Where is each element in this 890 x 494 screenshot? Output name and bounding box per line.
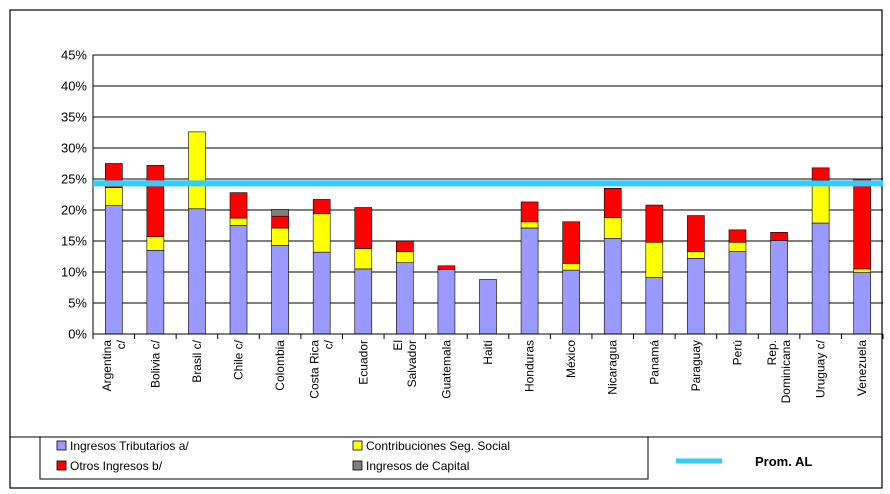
x-tick-label-nicaragua: Nicaragua (606, 340, 620, 395)
bar-chile-c-ingresos-tributarios-a (229, 225, 248, 335)
bar-colombia-contribuciones-seg-social (271, 227, 289, 246)
bar-argentina-c-contribuciones-seg-social (104, 187, 123, 206)
legend: Ingresos Tributarios a/ Contribuciones S… (39, 436, 649, 480)
bar-honduras-ingresos-tributarios-a (520, 227, 539, 335)
bar-el-salvador-ingresos-tributarios-a (396, 262, 414, 335)
y-tick-label: 10% (61, 265, 87, 280)
bar-ecuador-ingresos-tributarios-a (354, 268, 373, 335)
bar-honduras-contribuciones-seg-social (520, 221, 539, 229)
x-tick-label-haiti: Haití (481, 339, 495, 364)
bar-bolivia-c-otros-ingresos-b (146, 165, 165, 237)
bar-bolivia-c-contribuciones-seg-social (146, 236, 165, 251)
average-legend: Prom. AL (676, 454, 812, 469)
bar-honduras-otros-ingresos-b (520, 201, 539, 223)
bar-nicaragua-contribuciones-seg-social (603, 217, 622, 239)
bar-chile-c-contribuciones-seg-social (229, 217, 248, 226)
y-tick-label: 5% (68, 296, 87, 311)
y-tick-label: 45% (61, 48, 87, 63)
legend-label-ingresos-tributarios: Ingresos Tributarios a/ (70, 439, 189, 453)
bar-uruguay-c-contribuciones-seg-social (811, 179, 830, 224)
bar-costa-rica-c-ingresos-tributarios-a (312, 251, 331, 335)
bar-peru-ingresos-tributarios-a (728, 251, 747, 335)
y-tick-label: 20% (61, 203, 87, 218)
legend-label-otros-ingresos: Otros Ingresos b/ (70, 459, 163, 473)
bar-mexico-otros-ingresos-b (562, 221, 580, 264)
x-tick-label-venezuela: Venezuela (855, 340, 869, 396)
legend-label-ingresos-capital: Ingresos de Capital (366, 459, 469, 473)
y-tick-label: 35% (61, 110, 87, 125)
x-tick-label-el-salvador: ElSalvador (391, 340, 419, 387)
bar-colombia-ingresos-tributarios-a (271, 245, 289, 335)
plot-area: 0% 5% 10% 15% 20% 25% 30% 35% 40% 45% Argentinac/B… (61, 48, 884, 404)
x-tick-label-mexico: México (564, 340, 578, 378)
y-tick-label: 40% (61, 79, 87, 94)
bar-rep-dominicana-otros-ingresos-b (770, 232, 788, 241)
bar-nicaragua-ingresos-tributarios-a (603, 238, 622, 335)
bar-panama-ingresos-tributarios-a (645, 277, 664, 335)
bar-mexico-contribuciones-seg-social (562, 263, 580, 271)
bar-colombia-otros-ingresos-b (271, 215, 289, 229)
bar-haiti-ingresos-tributarios-a (479, 279, 497, 335)
average-legend-label: Prom. AL (755, 454, 812, 469)
bar-uruguay-c-ingresos-tributarios-a (811, 222, 830, 335)
x-tick-label-rep-dominicana: Rep.Dominicana (765, 340, 793, 404)
bar-paraguay-ingresos-tributarios-a (687, 258, 705, 335)
y-tick-label: 0% (68, 327, 87, 342)
bar-rep-dominicana-ingresos-tributarios-a (770, 240, 788, 335)
x-tick-label-costa-rica-c: Costa Ricac/ (308, 339, 336, 398)
x-tick-label-guatemala: Guatemala (439, 340, 453, 399)
bar-el-salvador-contribuciones-seg-social (396, 251, 414, 263)
bar-bolivia-c-ingresos-tributarios-a (146, 250, 165, 335)
bar-costa-rica-c-otros-ingresos-b (312, 199, 331, 215)
y-tick-label: 15% (61, 234, 87, 249)
x-tick-label-paraguay: Paraguay (689, 340, 703, 391)
legend-swatch-ingresos-capital (352, 460, 363, 471)
bar-venezuela-otros-ingresos-b (853, 178, 872, 270)
x-tick-label-argentina-c: Argentinac/ (100, 339, 128, 391)
legend-swatch-contribuciones (352, 440, 363, 451)
y-tick-label: 30% (61, 141, 87, 156)
bar-ecuador-contribuciones-seg-social (354, 248, 373, 270)
chart-frame (9, 9, 883, 489)
x-tick-label-colombia: Colombia (273, 340, 287, 391)
x-tick-label-chile-c: Chile c/ (232, 339, 246, 380)
x-tick-label-ecuador: Ecuador (356, 340, 370, 385)
x-tick-label-bolivia-c: Bolivia c/ (148, 339, 162, 388)
x-tick-label-uruguay-c: Uruguay c/ (814, 339, 828, 398)
legend-swatch-ingresos-tributarios (56, 440, 67, 451)
bar-panama-contribuciones-seg-social (645, 241, 664, 278)
bar-brasil-c-ingresos-tributarios-a (188, 208, 206, 335)
bar-chile-c-otros-ingresos-b (229, 192, 248, 219)
bar-paraguay-otros-ingresos-b (687, 215, 705, 252)
bar-panama-otros-ingresos-b (645, 204, 664, 243)
bar-costa-rica-c-contribuciones-seg-social (312, 213, 331, 253)
bar-colombia-ingresos-de-capital (271, 209, 289, 217)
bar-guatemala-ingresos-tributarios-a (437, 269, 456, 335)
bar-uruguay-c-otros-ingresos-b (811, 167, 830, 181)
bar-brasil-c-contribuciones-seg-social (188, 131, 206, 210)
bar-mexico-ingresos-tributarios-a (562, 269, 580, 335)
bar-argentina-c-ingresos-tributarios-a (104, 205, 123, 335)
x-tick-label-brasil-c: Brasil c/ (190, 339, 204, 382)
legend-swatch-otros-ingresos (56, 460, 67, 471)
legend-label-contribuciones: Contribuciones Seg. Social (366, 439, 510, 453)
bar-guatemala-otros-ingresos-b (437, 265, 456, 270)
x-tick-label-panama: Panamá (647, 340, 661, 385)
bar-peru-otros-ingresos-b (728, 229, 747, 243)
bar-peru-contribuciones-seg-social (728, 241, 747, 252)
x-tick-label-honduras: Honduras (523, 340, 537, 392)
bar-paraguay-contribuciones-seg-social (687, 251, 705, 259)
bar-nicaragua-otros-ingresos-b (603, 188, 622, 218)
bar-el-salvador-otros-ingresos-b (396, 240, 414, 252)
bar-venezuela-contribuciones-seg-social (853, 268, 872, 273)
x-tick-label-peru: Perú (730, 340, 744, 365)
bar-ecuador-otros-ingresos-b (354, 207, 373, 249)
bar-venezuela-ingresos-tributarios-a (853, 272, 872, 335)
y-tick-label: 25% (61, 172, 87, 187)
legend-box (39, 436, 649, 480)
